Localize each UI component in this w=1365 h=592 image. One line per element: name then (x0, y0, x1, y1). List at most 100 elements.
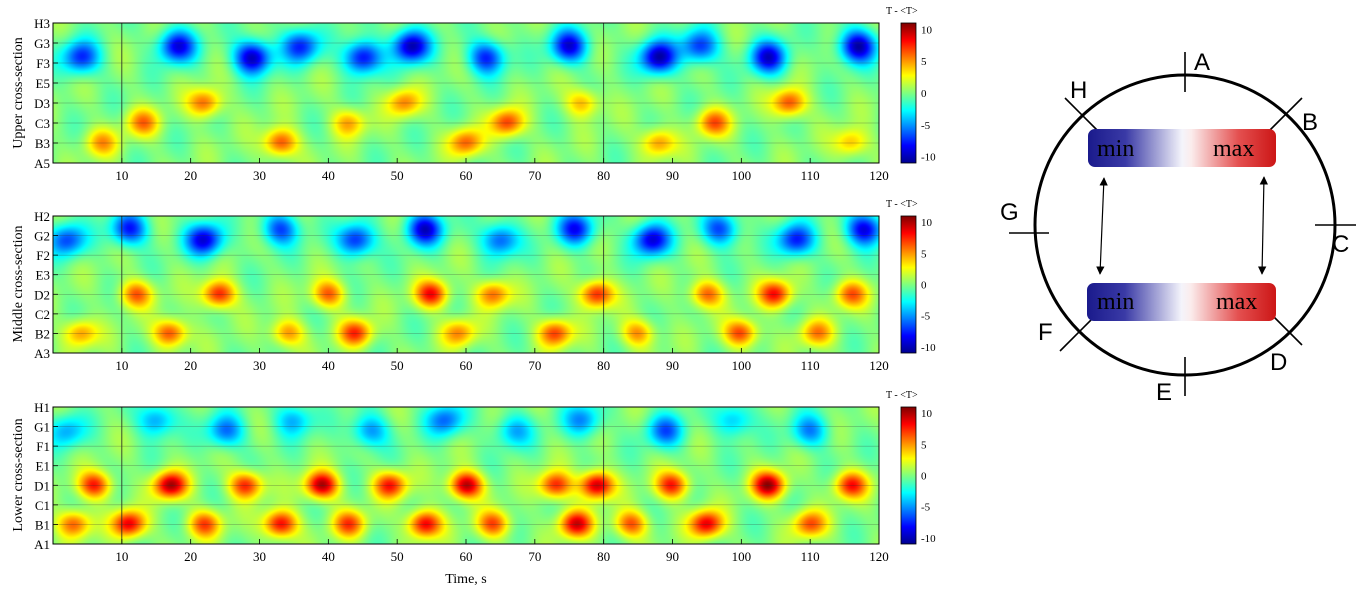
x-tick-label: 120 (869, 358, 889, 373)
x-tick-label: 100 (732, 549, 752, 564)
x-tick-labels-upper: 10 20 30 40 50 60 70 80 90 100 110 120 (115, 158, 889, 183)
x-tick-label: 70 (528, 358, 541, 373)
y-tick-label: E1 (36, 459, 50, 474)
label-f: F (1038, 319, 1053, 346)
y-tick-label: C1 (35, 498, 50, 513)
x-tick-label: 120 (869, 549, 889, 564)
x-tick-label: 50 (391, 549, 404, 564)
label-h: H (1070, 77, 1087, 104)
x-axis-title: Time, s (445, 572, 487, 587)
colorbar-tick-label: 5 (921, 248, 927, 260)
label-g: G (1000, 199, 1019, 226)
heatmap-middle-canvas-holder (53, 216, 879, 353)
colorbar-lower (900, 406, 917, 545)
x-tick-label: 30 (253, 358, 266, 373)
colorbar-upper (900, 22, 917, 164)
x-tick-label: 50 (391, 358, 404, 373)
lower-max-label: max (1216, 289, 1257, 315)
colorbar-tick-label: -10 (921, 533, 936, 545)
upper-max-label: max (1213, 136, 1254, 162)
y-tick-labels-upper: A5 B3 C3 D3 E5 F3 G3 H3 (34, 16, 58, 171)
colorbar-ticks-lower: 10 5 0 -5 -10 (921, 408, 936, 545)
y-tick-label: D2 (34, 287, 50, 302)
lower-min-max-bar (1087, 283, 1276, 321)
y-tick-label: H2 (34, 209, 50, 224)
heatmap-lower-canvas-holder (53, 407, 879, 544)
x-tick-label: 60 (460, 358, 473, 373)
x-tick-labels-middle: 10 20 30 40 50 60 70 80 90 100 110 120 (115, 348, 889, 373)
label-d: D (1270, 349, 1287, 376)
y-tick-label: G2 (34, 229, 50, 244)
y-tick-label: C3 (35, 116, 50, 131)
colorbar-tick-label: -5 (921, 120, 931, 132)
x-tick-label: 80 (597, 358, 610, 373)
colorbar-title-middle: T - <T> (886, 199, 918, 210)
x-tick-label: 70 (528, 168, 541, 183)
y-axis-title-lower: Lower cross-section (11, 418, 26, 531)
y-tick-label: E3 (36, 268, 50, 283)
label-c: C (1332, 231, 1349, 258)
tick-mark-d (1271, 314, 1303, 346)
heatmap-upper (53, 23, 879, 163)
x-tick-label: 100 (732, 168, 752, 183)
y-tick-label: B3 (35, 136, 50, 151)
colorbar-tick-label: 10 (921, 217, 933, 229)
label-b: B (1302, 109, 1318, 136)
colorbar-middle (900, 215, 917, 354)
y-axis-title-upper: Upper cross-section (11, 37, 26, 149)
y-axis-title-middle: Middle cross-section (11, 225, 26, 342)
tick-mark-b (1269, 97, 1303, 131)
colorbar-title-lower: T - <T> (886, 390, 918, 401)
colorbar-tick-label: 0 (921, 471, 927, 483)
y-tick-label: A1 (34, 537, 50, 552)
y-tick-labels-middle: A3 B2 C2 D2 E3 F2 G2 H2 (34, 209, 58, 361)
y-tick-label: G3 (34, 36, 50, 51)
colorbar-tick-label: 10 (921, 24, 933, 36)
colorbar-tick-label: -5 (921, 502, 931, 514)
y-tick-label: B2 (35, 326, 50, 341)
tick-mark-h (1064, 97, 1098, 131)
upper-min-max-bar (1088, 129, 1276, 167)
sensor-diagram: A B C D E F G H min max min max (1000, 49, 1356, 406)
x-tick-label: 120 (869, 168, 889, 183)
x-tick-label: 30 (253, 168, 266, 183)
x-tick-label: 110 (801, 358, 820, 373)
x-tick-label: 90 (666, 549, 679, 564)
x-tick-label: 90 (666, 168, 679, 183)
grid-middle (53, 216, 879, 353)
x-tick-label: 110 (801, 549, 820, 564)
position-tick-marks (1009, 52, 1356, 396)
y-tick-label: A3 (34, 346, 50, 361)
colorbar-tick-label: 0 (921, 88, 927, 100)
colorbar-tick-label: 10 (921, 408, 933, 420)
heatmap-lower (53, 407, 879, 544)
grid-upper (53, 23, 879, 163)
upper-min-label: min (1097, 136, 1134, 162)
colorbar-tick-label: 5 (921, 56, 927, 68)
colorbar-tick-label: -10 (921, 152, 936, 164)
lower-min-label: min (1097, 289, 1134, 315)
x-tick-label: 10 (115, 358, 128, 373)
x-tick-label: 20 (184, 549, 197, 564)
x-tick-label: 60 (460, 168, 473, 183)
y-tick-label: C2 (35, 307, 50, 322)
x-tick-label: 50 (391, 168, 404, 183)
x-tick-label: 70 (528, 549, 541, 564)
y-tick-label: F2 (36, 248, 50, 263)
x-tick-label: 30 (253, 549, 266, 564)
x-tick-label: 110 (801, 168, 820, 183)
heatmap-upper-canvas-holder (53, 23, 879, 163)
heatmap-middle (53, 216, 879, 353)
x-tick-label: 80 (597, 168, 610, 183)
x-tick-label: 40 (322, 549, 335, 564)
label-a: A (1194, 49, 1210, 76)
x-tick-label: 90 (666, 358, 679, 373)
y-tick-label: H3 (34, 16, 50, 31)
x-tick-label: 60 (460, 549, 473, 564)
y-tick-label: F1 (36, 439, 50, 454)
grid-lower (53, 407, 879, 544)
